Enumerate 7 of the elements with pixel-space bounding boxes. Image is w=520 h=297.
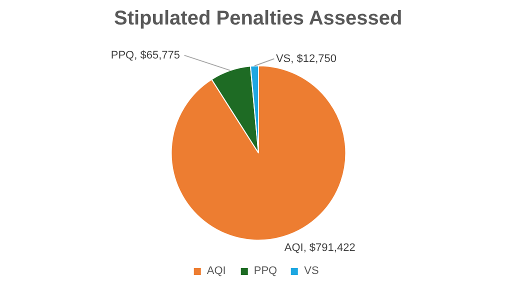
legend-label: PPQ <box>254 265 278 277</box>
data-label: VS, $12,750 <box>276 52 337 65</box>
legend-label: VS <box>304 265 320 277</box>
legend-label: AQI <box>206 265 227 277</box>
data-label: PPQ, $65,775 <box>110 49 180 62</box>
chart-title: Stipulated Penalties Assessed <box>114 8 402 30</box>
data-label: AQI, $791,422 <box>284 242 356 254</box>
